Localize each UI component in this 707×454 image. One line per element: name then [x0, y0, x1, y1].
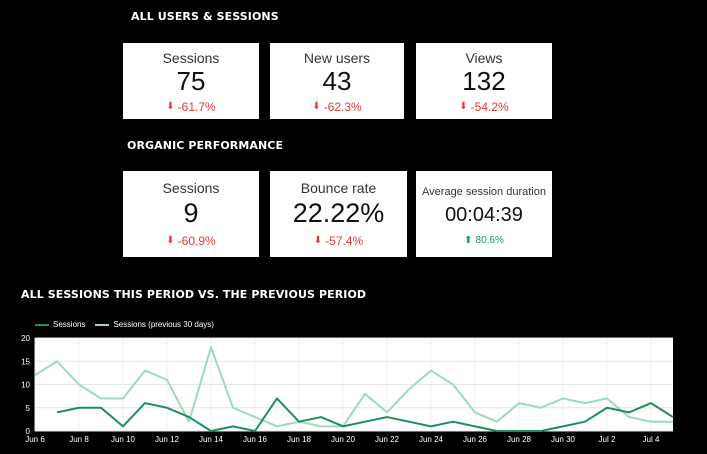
arrow-down-icon: ⬇ [166, 235, 175, 246]
legend-swatch [95, 323, 110, 326]
arrow-down-icon: ⬇ [166, 101, 175, 112]
kpi-card-new-users: New users 43 ⬇ -62.3% [270, 43, 404, 119]
kpi-value: 43 [322, 66, 352, 96]
kpi-label: Average session duration [422, 186, 546, 198]
x-tick-label: Jul 2 [599, 435, 616, 444]
kpi-card-views: Views 132 ⬇ -54.2% [416, 43, 552, 119]
kpi-delta: ⬇ -60.9% [166, 234, 215, 248]
kpi-delta-value: 80.6% [475, 235, 504, 246]
x-tick-label: Jun 6 [25, 435, 45, 444]
arrow-down-icon: ⬇ [459, 101, 468, 112]
kpi-delta-value: -54.2% [470, 99, 509, 114]
kpi-value: 132 [462, 66, 506, 96]
kpi-card-bounce-rate: Bounce rate 22.22% ⬇ -57.4% [270, 171, 407, 257]
x-tick-label: Jul 4 [643, 435, 660, 444]
kpi-label: Sessions [162, 50, 220, 66]
x-tick-label: Jun 8 [69, 435, 89, 444]
kpi-value: 9 [183, 198, 199, 228]
kpi-delta-value: -61.7% [177, 99, 216, 114]
kpi-delta-value: -57.4% [325, 233, 364, 248]
legend-swatch [35, 323, 49, 326]
y-tick-label: 0 [26, 427, 31, 436]
kpi-delta: ⬇ -54.2% [459, 100, 508, 114]
kpi-label: Bounce rate [300, 180, 377, 196]
legend-label: Sessions [53, 320, 86, 329]
y-tick-label: 20 [21, 334, 30, 343]
kpi-label: Views [465, 50, 503, 66]
kpi-value: 00:04:39 [445, 204, 523, 226]
kpi-delta-value: -62.3% [323, 99, 362, 114]
x-tick-label: Jun 28 [507, 435, 532, 444]
kpi-label: New users [303, 50, 371, 66]
x-tick-label: Jun 12 [155, 435, 180, 444]
kpi-delta: ⬆ 80.6% [464, 235, 504, 246]
x-tick-label: Jun 26 [463, 435, 488, 444]
x-tick-label: Jun 14 [199, 435, 224, 444]
chart-canvas: 0 5 10 15 20 Jun 6 Jun 8 Jun 10 Jun 12 Jun 14 Jun … [21, 334, 674, 444]
legend-label: Sessions (previous 30 days) [113, 320, 214, 329]
kpi-card-organic-sessions: Sessions 9 ⬇ -60.9% [123, 171, 259, 257]
x-tick-label: Jun 24 [419, 435, 444, 444]
kpi-card-avg-session-duration: Average session duration 00:04:39 ⬆ 80.6… [416, 171, 552, 257]
kpi-delta: ⬇ -57.4% [314, 234, 363, 248]
x-tick-label: Jun 22 [375, 435, 400, 444]
y-tick-label: 10 [21, 381, 30, 390]
legend-item-previous[interactable]: Sessions (previous 30 days) [95, 320, 214, 329]
arrow-down-icon: ⬇ [313, 235, 323, 246]
legend-item-sessions[interactable]: Sessions [35, 320, 85, 329]
kpi-delta: ⬇ -61.7% [166, 100, 215, 114]
kpi-value: 22.22% [292, 198, 385, 228]
sessions-line-chart: Sessions Sessions (previous 30 days) 0 5 1… [0, 315, 707, 454]
kpi-delta: ⬇ -62.3% [312, 100, 361, 114]
section-title-sessions-comparison: ALL SESSIONS THIS PERIOD VS. THE PREVIOU… [21, 288, 367, 301]
section-title-organic: ORGANIC PERFORMANCE [127, 139, 284, 152]
kpi-label: Sessions [162, 180, 220, 196]
series-line-previous [34, 346, 673, 428]
x-tick-label: Jun 18 [287, 435, 312, 444]
arrow-up-icon: ⬆ [464, 235, 473, 246]
kpi-value: 75 [176, 66, 206, 96]
x-tick-label: Jun 30 [551, 435, 576, 444]
x-tick-label: Jun 16 [243, 435, 268, 444]
x-tick-label: Jun 10 [111, 435, 136, 444]
chart-legend: Sessions Sessions (previous 30 days) [35, 320, 214, 329]
kpi-delta-value: -60.9% [177, 233, 216, 248]
arrow-down-icon: ⬇ [312, 101, 321, 112]
section-title-all-users: ALL USERS & SESSIONS [131, 10, 279, 23]
y-tick-label: 15 [21, 357, 30, 366]
y-tick-label: 5 [26, 404, 31, 413]
kpi-card-sessions: Sessions 75 ⬇ -61.7% [123, 43, 259, 119]
x-tick-label: Jun 20 [331, 435, 356, 444]
